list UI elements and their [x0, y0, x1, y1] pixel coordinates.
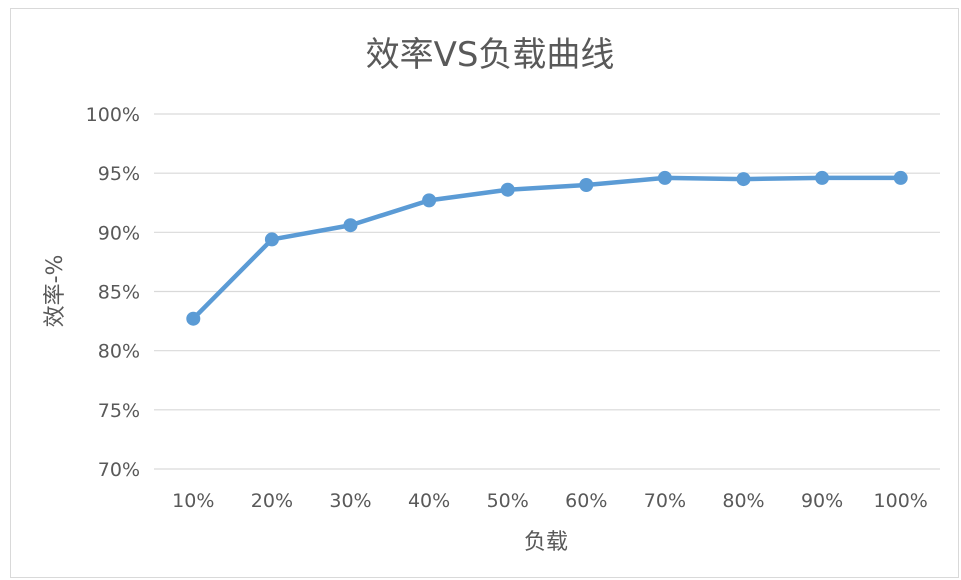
data-point: [893, 170, 908, 185]
y-tick-label: 85%: [98, 282, 140, 304]
data-point: [736, 172, 751, 187]
y-tick-label: 70%: [98, 459, 140, 481]
y-tick-label: 95%: [98, 163, 140, 185]
series-line: [191, 175, 903, 321]
x-tick-label: 20%: [251, 490, 293, 512]
chart-frame: [10, 8, 959, 578]
y-tick-label: 100%: [86, 104, 140, 126]
y-tick-label: 80%: [98, 341, 140, 363]
x-axis-title: 负载: [524, 530, 568, 555]
chart-title: 效率VS负载曲线: [366, 35, 615, 75]
x-tick-label: 70%: [644, 490, 686, 512]
x-tick-labels: 10% 20% 30% 40% 50% 60% 70% 80% 90% 100%: [172, 490, 928, 512]
y-tick-labels: 70% 75% 80% 85% 90% 95% 100%: [86, 104, 140, 481]
grid-layer: [154, 113, 940, 470]
x-tick-label: 60%: [565, 490, 607, 512]
series-layer: [186, 170, 908, 326]
x-tick-label: 30%: [329, 490, 371, 512]
x-tick-label: 90%: [801, 490, 843, 512]
x-tick-label: 50%: [487, 490, 529, 512]
x-tick-label: 80%: [722, 490, 764, 512]
data-point: [422, 193, 437, 208]
data-point: [657, 170, 672, 185]
data-point: [186, 311, 201, 326]
data-point: [815, 170, 830, 185]
x-tick-label: 40%: [408, 490, 450, 512]
x-tick-label: 100%: [874, 490, 928, 512]
data-point: [264, 232, 279, 247]
data-point: [579, 178, 594, 192]
y-tick-label: 90%: [98, 222, 140, 244]
y-axis-title: 效率-%: [43, 255, 68, 328]
y-tick-label: 75%: [98, 400, 140, 422]
data-point: [343, 218, 358, 233]
data-point: [500, 182, 515, 197]
x-tick-label: 10%: [172, 490, 214, 512]
